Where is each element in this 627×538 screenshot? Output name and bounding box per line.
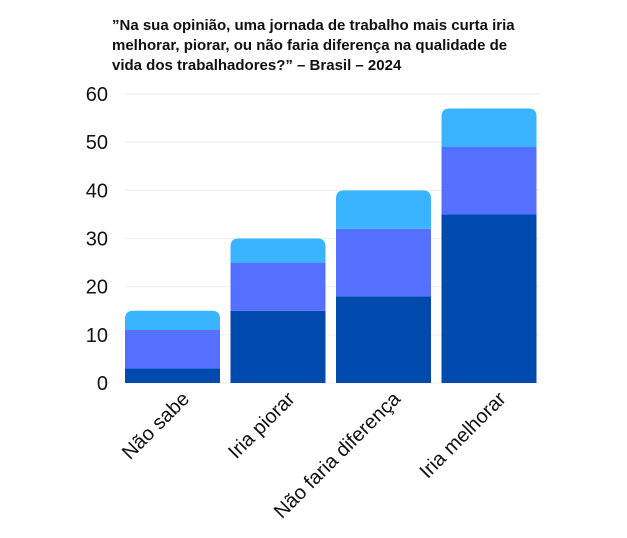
y-axis-ticks: 0 10 20 30 40 50 60 xyxy=(86,84,108,395)
bar-segment xyxy=(125,310,220,331)
y-tick-label: 0 xyxy=(97,373,108,395)
bar-segment xyxy=(230,238,326,263)
bar-segment xyxy=(441,108,537,147)
bar-segment xyxy=(441,214,537,383)
bar-segment xyxy=(336,296,431,383)
y-tick-label: 40 xyxy=(86,180,108,202)
bar-segment xyxy=(441,146,537,215)
y-tick-label: 50 xyxy=(86,132,108,154)
y-tick-label: 30 xyxy=(86,229,108,251)
x-category-label: Não sabe xyxy=(118,388,194,464)
bars xyxy=(125,108,537,383)
y-tick-label: 10 xyxy=(86,325,108,347)
bar-segment xyxy=(125,330,220,369)
x-category-label: Iria piorar xyxy=(224,388,300,464)
x-category-label: Iria melhorar xyxy=(416,388,511,483)
bar-segment xyxy=(230,310,326,383)
y-tick-label: 20 xyxy=(86,277,108,299)
bar-segment xyxy=(230,262,326,311)
bar-segment xyxy=(125,368,220,383)
bar-segment xyxy=(336,190,431,229)
y-tick-label: 60 xyxy=(86,84,108,106)
bar-segment xyxy=(336,228,431,297)
chart-title: ”Na sua opinião, uma jornada de trabalho… xyxy=(112,17,515,74)
